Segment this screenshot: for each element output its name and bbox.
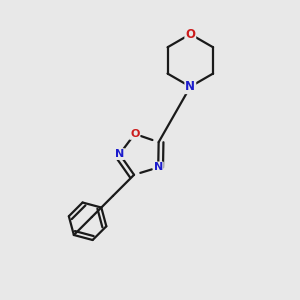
- Text: O: O: [130, 129, 140, 139]
- Text: N: N: [154, 162, 163, 172]
- Text: N: N: [115, 149, 124, 159]
- Text: O: O: [185, 28, 195, 40]
- Text: N: N: [185, 80, 195, 93]
